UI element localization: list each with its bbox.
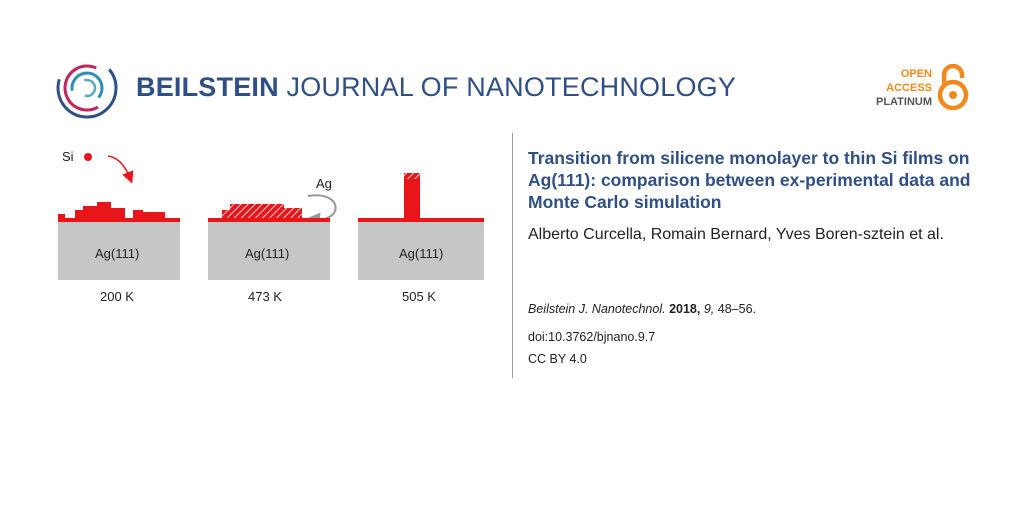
doi[interactable]: doi:10.3762/bjnano.9.7 bbox=[528, 330, 656, 344]
citation: Beilstein J. Nanotechnol. 2018, 9, 48–56… bbox=[528, 302, 756, 316]
graphical-abstract: Si Ag(111) 200 K Ag Ag(111) 473 K Ag(111… bbox=[58, 149, 484, 304]
panel-505k: Ag(111) 505 K bbox=[358, 173, 484, 304]
silicene-layer bbox=[208, 218, 330, 222]
si-label: Si bbox=[62, 149, 74, 164]
temperature-label: 473 K bbox=[248, 289, 282, 304]
substrate-label: Ag(111) bbox=[399, 246, 443, 261]
substrate-label: Ag(111) bbox=[95, 246, 139, 261]
substrate-label: Ag(111) bbox=[245, 246, 289, 261]
ag-label: Ag bbox=[316, 176, 332, 191]
open-access-line3: PLATINUM bbox=[875, 96, 932, 108]
journal-name-light: JOURNAL OF NANOTECHNOLOGY bbox=[278, 72, 737, 102]
journal-name: BEILSTEIN JOURNAL OF NANOTECHNOLOGY bbox=[136, 72, 736, 103]
license[interactable]: CC BY 4.0 bbox=[528, 352, 587, 366]
journal-name-bold: BEILSTEIN bbox=[136, 72, 279, 102]
open-access-badge: OPEN ACCESS PLATINUM bbox=[876, 67, 932, 109]
silicene-layer bbox=[58, 218, 180, 222]
temperature-label: 505 K bbox=[402, 289, 436, 304]
panel-200k: Si Ag(111) 200 K bbox=[58, 149, 180, 304]
citation-volume: 9, bbox=[703, 302, 715, 316]
beilstein-logo-icon bbox=[56, 57, 118, 119]
open-access-line2: ACCESS bbox=[886, 82, 932, 94]
substrate-block bbox=[358, 222, 484, 280]
silicene-layer bbox=[358, 218, 484, 222]
deposition-arrow-icon bbox=[107, 155, 134, 184]
panel-473k: Ag Ag(111) 473 K bbox=[208, 176, 337, 304]
article-authors: Alberto Curcella, Romain Bernard, Yves B… bbox=[528, 226, 944, 243]
temperature-label: 200 K bbox=[100, 289, 134, 304]
article-title: Transition from silicene monolayer to th… bbox=[528, 148, 971, 212]
ag-diffusion-arrow-icon bbox=[304, 194, 337, 229]
si-atom-icon bbox=[84, 153, 92, 161]
substrate-block bbox=[208, 222, 330, 280]
citation-year: 2018, bbox=[669, 302, 701, 316]
open-access-line1: OPEN bbox=[900, 68, 932, 80]
vertical-divider bbox=[512, 133, 513, 378]
substrate-block bbox=[58, 222, 180, 280]
open-lock-icon bbox=[937, 64, 969, 110]
journal-abbrev: Beilstein J. Nanotechnol. bbox=[528, 302, 666, 316]
si-island bbox=[404, 178, 420, 218]
citation-pages: 48–56. bbox=[717, 302, 756, 316]
